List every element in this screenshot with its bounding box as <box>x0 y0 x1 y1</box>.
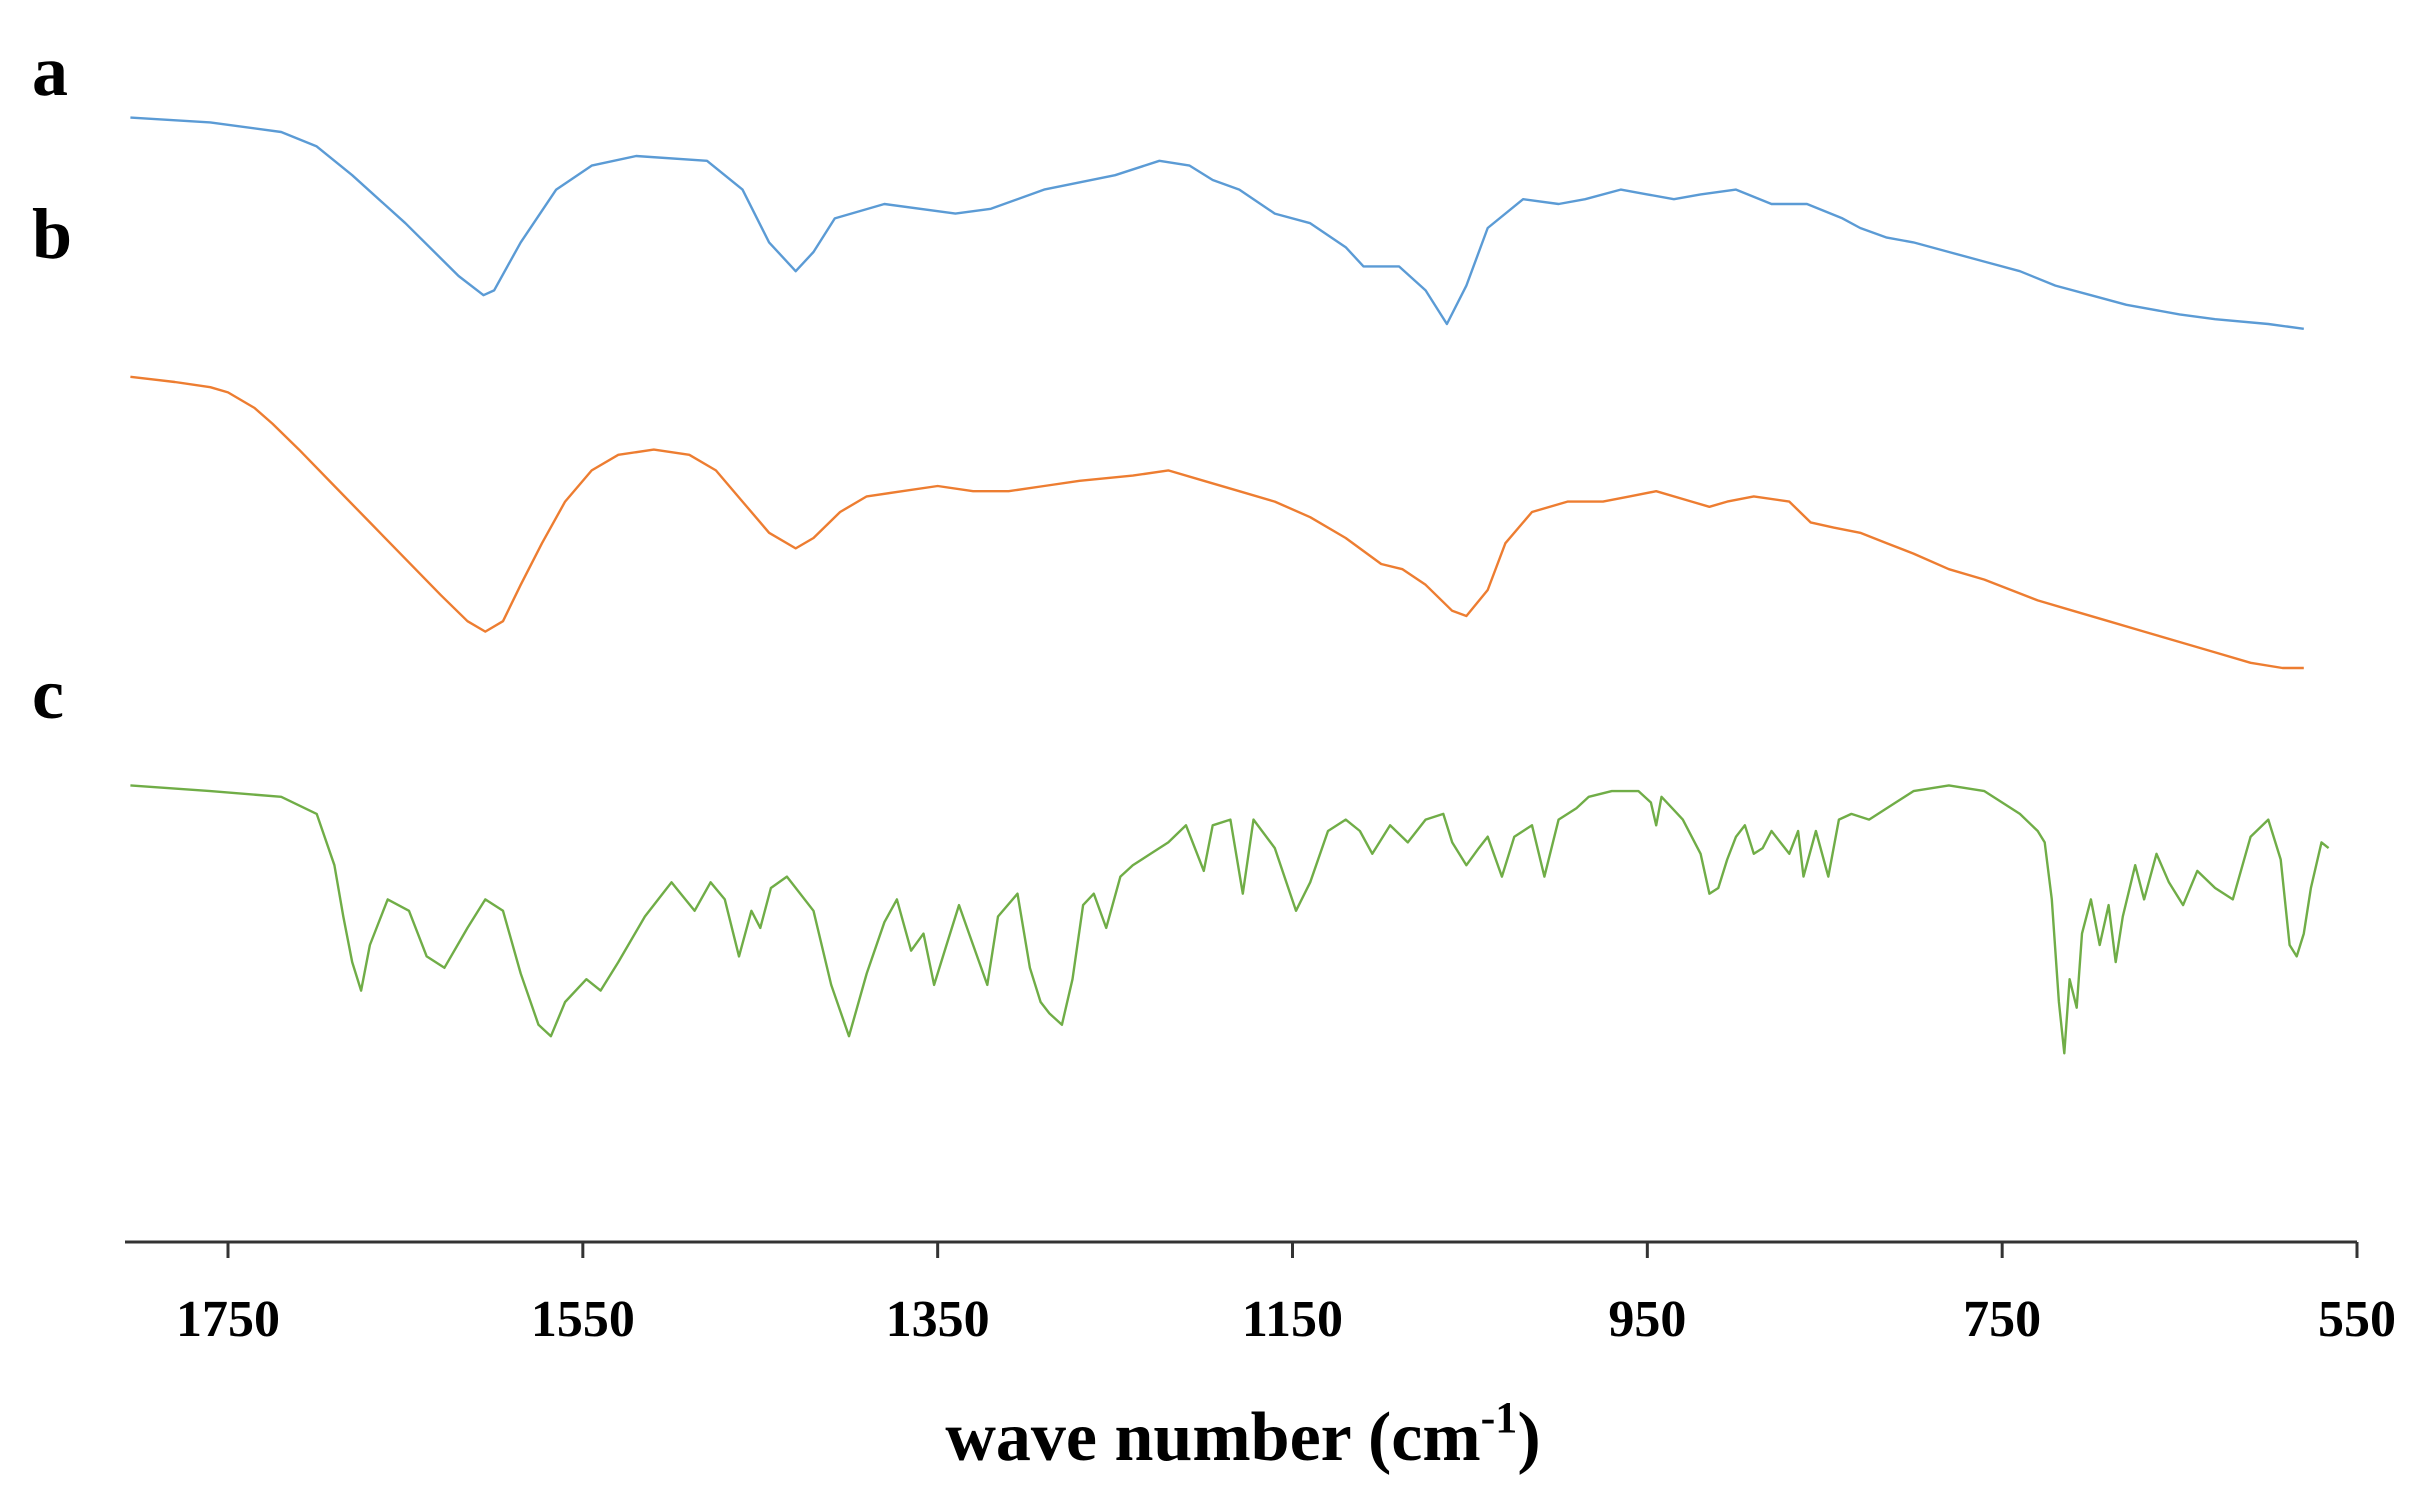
series-label-c: c <box>32 654 64 734</box>
x-tick-label-550: 550 <box>2318 1291 2396 1348</box>
series-line-c <box>130 784 2330 1055</box>
series-line-b <box>130 375 2304 670</box>
x-axis-label-close: ) <box>1517 1399 1540 1476</box>
series-label-b: b <box>32 194 72 274</box>
x-axis-label: wave number (cm-1) <box>945 1393 1540 1476</box>
x-axis-ticks: 1750 1550 1350 1150 950 750 550 <box>176 1242 2396 1348</box>
x-tick-label-1150: 1150 <box>1242 1291 1343 1348</box>
x-tick-label-950: 950 <box>1608 1291 1686 1348</box>
x-axis-label-superscript: -1 <box>1481 1393 1518 1442</box>
x-tick-label-1750: 1750 <box>176 1291 280 1348</box>
x-tick-label-750: 750 <box>1963 1291 2041 1348</box>
series-layer <box>130 116 2330 1055</box>
series-labels: a b c <box>32 31 72 734</box>
x-tick-label-1550: 1550 <box>531 1291 635 1348</box>
series-label-a: a <box>32 31 68 111</box>
x-axis-label-main: wave number (cm <box>945 1399 1480 1476</box>
x-tick-label-1350: 1350 <box>886 1291 990 1348</box>
series-line-a <box>130 116 2304 330</box>
